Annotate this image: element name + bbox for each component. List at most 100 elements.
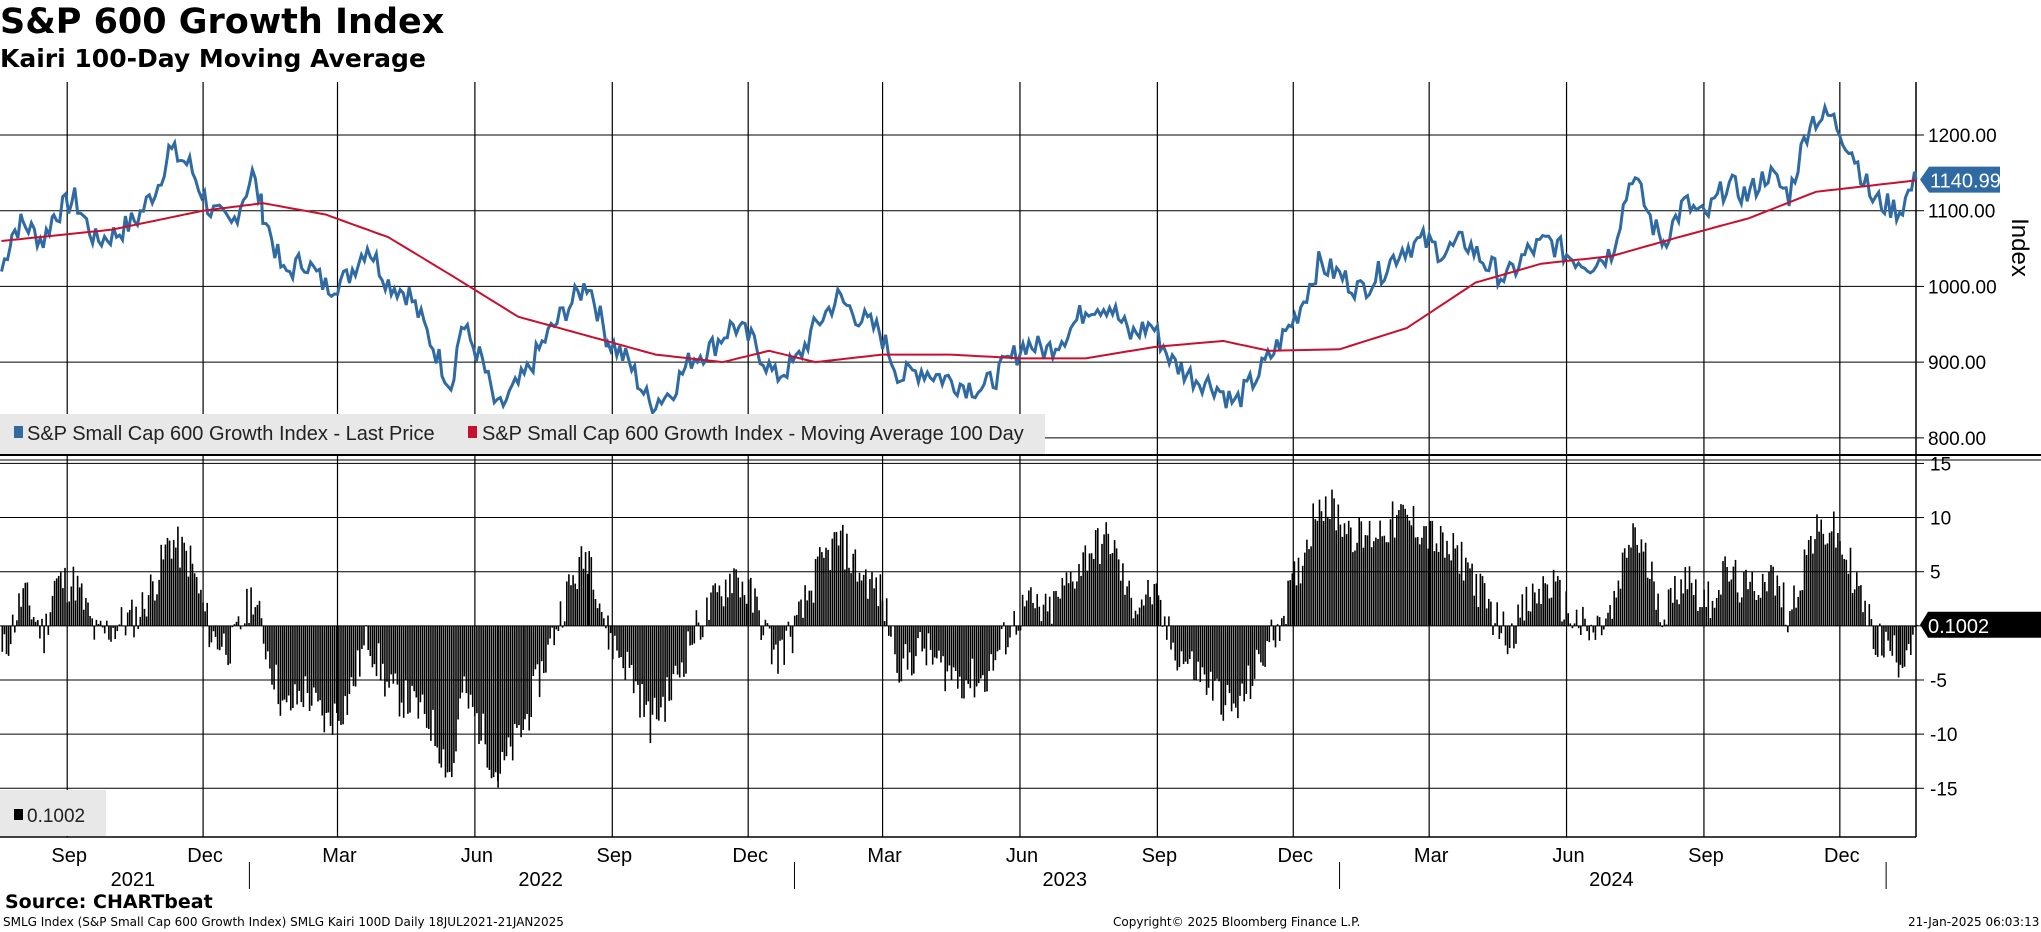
kairi-bar xyxy=(239,625,242,630)
kairi-bar xyxy=(603,618,605,626)
kairi-bar xyxy=(1761,573,1764,626)
kairi-bar xyxy=(1646,577,1649,626)
kairi-bar xyxy=(1630,547,1632,626)
kairi-bar xyxy=(1444,557,1446,626)
kairi-bar xyxy=(250,587,252,626)
kairi-bar xyxy=(459,625,461,699)
kairi-bar xyxy=(1661,625,1664,628)
legend-box xyxy=(0,414,1045,454)
kairi-bar xyxy=(720,596,723,626)
kairi-bar xyxy=(545,625,547,673)
kairi-bar xyxy=(1810,536,1812,626)
kairi-bar xyxy=(1506,625,1509,655)
kairi-bar xyxy=(248,623,250,626)
kairi-bar xyxy=(973,625,976,698)
kairi-bar xyxy=(1218,625,1220,682)
kairi-bar xyxy=(850,573,852,626)
kairi-bar xyxy=(666,625,668,678)
kairi-bar xyxy=(1364,535,1367,626)
kairi-bar xyxy=(1203,625,1206,675)
kairi-bar xyxy=(896,625,898,673)
kairi-bar xyxy=(1755,600,1758,626)
kairi-bar xyxy=(9,625,12,645)
kairi-bar xyxy=(1732,566,1735,626)
kairi-bar xyxy=(285,625,288,703)
kairi-bar xyxy=(798,601,800,626)
kairi-bar xyxy=(1481,576,1484,626)
legend-swatch-price xyxy=(14,426,23,438)
kairi-bar xyxy=(1103,534,1105,626)
kairi-bar xyxy=(737,577,739,626)
kairi-bar xyxy=(1276,624,1279,626)
kairi-bar xyxy=(85,598,87,626)
kairi-bar xyxy=(386,625,388,682)
kairi-bar xyxy=(1508,625,1511,648)
kairi-bar xyxy=(377,625,380,644)
last-price-label: 1140.99 xyxy=(1930,171,2001,193)
kairi-bar xyxy=(1680,579,1682,626)
kairi-bar xyxy=(653,625,656,698)
kairi-bar xyxy=(91,618,93,626)
kairi-bar xyxy=(998,625,1001,650)
kairi-bar xyxy=(1237,625,1239,719)
kairi-bar xyxy=(1427,548,1429,626)
kairi-bar xyxy=(913,625,915,674)
x-month-label: Dec xyxy=(187,845,223,867)
kairi-bar xyxy=(1626,557,1628,626)
kairi-bar xyxy=(254,607,257,626)
kairi-bar xyxy=(208,625,211,648)
kairi-bar xyxy=(919,625,921,632)
kairi-bar xyxy=(578,557,581,626)
x-month-label: Sep xyxy=(1688,845,1724,867)
kairi-bar xyxy=(448,625,451,772)
kairi-bar xyxy=(1776,575,1779,626)
kairi-bar xyxy=(469,625,472,695)
kairi-bar xyxy=(273,625,275,690)
kairi-bar xyxy=(409,625,411,713)
kairi-bar xyxy=(1751,571,1753,626)
kairi-bar xyxy=(1358,517,1360,626)
kairi-bar xyxy=(938,625,940,651)
kairi-bar xyxy=(419,625,422,703)
kairi-bar xyxy=(193,573,196,626)
kairi-bar xyxy=(164,544,167,626)
kairi-bar xyxy=(885,598,888,626)
kairi-bar xyxy=(724,579,727,626)
kairi-bar xyxy=(103,625,106,634)
kairi-bar xyxy=(26,582,29,626)
kairi-bar xyxy=(398,625,401,717)
kairi-bar xyxy=(1757,595,1760,626)
kairi-bar xyxy=(1034,608,1036,626)
chart-title: S&P 600 Growth Index xyxy=(0,2,445,42)
kairi-bar xyxy=(1577,625,1580,629)
kairi-bar xyxy=(129,609,131,626)
kairi-bar xyxy=(325,625,328,713)
kairi-bar xyxy=(810,590,813,626)
kairi-bar xyxy=(1258,625,1260,655)
kairi-bar xyxy=(43,625,45,654)
kairi-bar xyxy=(743,595,746,626)
kairi-bar xyxy=(1431,520,1434,626)
kairi-bar xyxy=(1327,516,1329,626)
kairi-bar xyxy=(446,625,449,773)
kairi-bar xyxy=(1166,625,1168,640)
kairi-bar xyxy=(367,625,369,650)
kairi-bar xyxy=(890,625,892,637)
kairi-bar xyxy=(1356,542,1358,626)
kairi-bar xyxy=(14,625,16,633)
lower-tick-label: 10 xyxy=(1930,509,1951,530)
kairi-bar xyxy=(124,625,127,636)
kairi-bar xyxy=(1,625,4,652)
kairi-bar xyxy=(290,625,292,711)
kairi-bar xyxy=(379,625,382,681)
kairi-bar xyxy=(1895,625,1898,663)
kairi-bar xyxy=(1845,559,1848,626)
kairi-bar xyxy=(906,625,909,670)
kairi-bar xyxy=(1155,583,1158,626)
kairi-bar xyxy=(1611,618,1613,626)
kairi-bar xyxy=(1858,586,1860,626)
kairi-bar xyxy=(1879,623,1881,626)
kairi-bar xyxy=(668,625,670,701)
kairi-bar xyxy=(191,563,194,626)
kairi-bar xyxy=(1492,625,1494,635)
